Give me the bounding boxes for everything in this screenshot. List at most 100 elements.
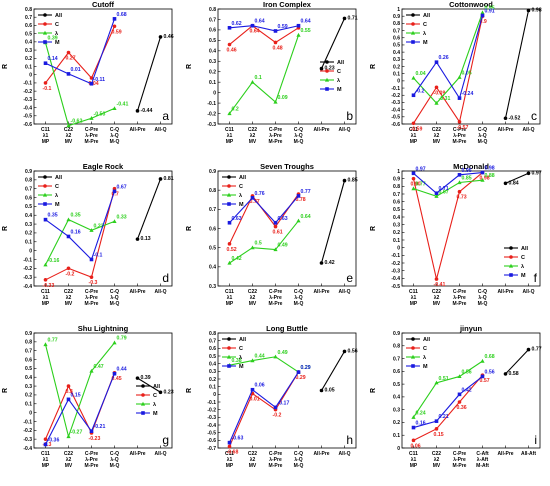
data-point — [434, 100, 439, 105]
x-tick-label: C11 λ1 MP — [409, 127, 418, 145]
x-tick-label-line: MV — [65, 139, 73, 145]
legend-marker — [227, 175, 231, 179]
x-tick-label: C11 λ1 MP — [41, 451, 50, 469]
legend-label: λ — [423, 355, 426, 361]
x-tick-label-line: MP — [42, 301, 50, 307]
data-label: 0.56 — [485, 369, 495, 375]
data-point — [457, 189, 462, 194]
x-tick-label-line: M-Q — [110, 301, 120, 307]
y-tick-label: 0.6 — [209, 346, 216, 352]
y-tick-label: -0.5 — [207, 430, 216, 436]
y-tick-label: 1 — [397, 169, 400, 175]
legend-marker — [411, 40, 415, 44]
data-point — [411, 176, 416, 181]
y-tick-label: 0.4 — [25, 213, 32, 219]
legend-marker — [141, 384, 145, 388]
data-label: 0.29 — [296, 375, 306, 381]
y-tick-label: 0.2 — [393, 230, 400, 236]
y-tick-label: 0.9 — [209, 169, 216, 175]
x-tick-label-line: M-Pre — [85, 463, 99, 469]
y-tick-label: 0.9 — [25, 169, 32, 175]
data-label: 0.68 — [117, 12, 127, 18]
x-tick-label: All-Q — [339, 289, 351, 295]
data-label: 0.49 — [278, 243, 288, 249]
y-tick-label: 0.7 — [393, 356, 400, 362]
data-point — [526, 8, 531, 13]
legend-marker — [42, 192, 48, 197]
x-tick-label-line: λ-Q — [294, 295, 302, 301]
series-line-lambda — [413, 179, 483, 197]
x-tick-label-line: λ2 — [66, 295, 72, 301]
x-tick-label-line: λ1 — [411, 457, 417, 463]
series-line-C — [228, 371, 299, 447]
legend-label: All — [337, 60, 345, 66]
x-tick-label-line: λ-Pre — [453, 133, 466, 139]
legend-marker — [140, 401, 146, 406]
y-tick-label: 0 — [29, 248, 32, 254]
data-label: 0.42 — [325, 260, 335, 266]
data-point — [411, 171, 416, 176]
data-point — [503, 116, 508, 121]
legend-marker — [141, 411, 145, 415]
y-tick-label: 0.8 — [209, 188, 216, 194]
data-label: 0.36 — [457, 405, 467, 411]
data-label: -0.24 — [462, 91, 474, 97]
y-tick-label: 0.5 — [393, 382, 400, 388]
y-tick-label: 0.8 — [25, 340, 32, 346]
y-tick-label: -0.4 — [207, 423, 216, 429]
x-tick-label-line: λ2 — [250, 457, 256, 463]
y-tick-label: -0.7 — [207, 446, 216, 452]
data-label: 0.49 — [278, 350, 288, 356]
x-tick-label-line: C22 — [432, 289, 441, 295]
panel-b: Iron Complex R -0.3 -0.2 -0.1 0 0.1 0.2 0.3 0.4 0.… — [186, 0, 358, 145]
data-label: -0.27 — [71, 430, 83, 436]
plot-frame — [33, 332, 173, 449]
y-tick-label: -0.4 — [23, 105, 32, 111]
data-label: 0.26 — [439, 55, 449, 61]
x-tick-label-line: C22 — [64, 127, 73, 133]
y-tick-label: 0 — [213, 90, 216, 96]
y-tick-label: -0.5 — [391, 115, 400, 121]
legend-label: λ — [239, 193, 242, 199]
legend-marker — [411, 22, 415, 26]
x-tick-label-line: MV — [249, 301, 257, 307]
y-tick-label: 0 — [213, 392, 216, 398]
data-point — [43, 262, 48, 267]
y-tick-label: 0.7 — [393, 28, 400, 34]
data-label: -0.36 — [48, 437, 60, 443]
x-tick-label: All-Q — [155, 127, 167, 133]
legend-label: C — [239, 346, 243, 352]
x-tick-label-line: MP — [42, 463, 50, 469]
data-label: 0.5 — [255, 241, 262, 247]
data-point — [503, 372, 508, 376]
legend-label: All — [239, 337, 247, 343]
x-tick-label-line: C11 — [225, 127, 234, 133]
data-point — [457, 392, 462, 397]
x-tick-label: C22 λ2 MV — [432, 289, 441, 307]
data-point — [480, 13, 485, 18]
x-tick-label-line: λ1 — [411, 295, 417, 301]
x-tick-label: C-Pre λ-Pre M-Pre — [453, 289, 467, 307]
x-tick-label-line: C11 — [409, 451, 418, 457]
y-tick-label: 0.3 — [25, 222, 32, 228]
y-tick-label: -0.2 — [23, 89, 32, 95]
y-axis-label: R — [2, 64, 9, 69]
data-point — [89, 76, 94, 80]
series-line-All — [136, 36, 162, 112]
y-tick-label: 0.9 — [393, 176, 400, 182]
x-tick-label-line: λ-Q — [110, 457, 118, 463]
data-point — [273, 247, 278, 252]
y-tick-label: -0.3 — [207, 122, 216, 128]
x-tick-label: C-Pre λ-Pre M-Pre — [85, 127, 99, 145]
data-label: 0.68 — [485, 354, 495, 360]
x-tick-label: C11 λ1 MP — [409, 289, 418, 307]
x-tick-label: C-Q λ-Q M-Q — [294, 451, 304, 469]
data-point — [43, 437, 48, 441]
data-label: 0.15 — [434, 432, 444, 438]
y-tick-label: 0.3 — [209, 369, 216, 375]
data-point — [227, 111, 232, 116]
legend-label: All — [423, 13, 431, 19]
x-tick-label-line: M-Q — [294, 139, 304, 145]
y-tick-label: -0.4 — [391, 276, 400, 282]
y-tick-label: 0.8 — [393, 184, 400, 190]
